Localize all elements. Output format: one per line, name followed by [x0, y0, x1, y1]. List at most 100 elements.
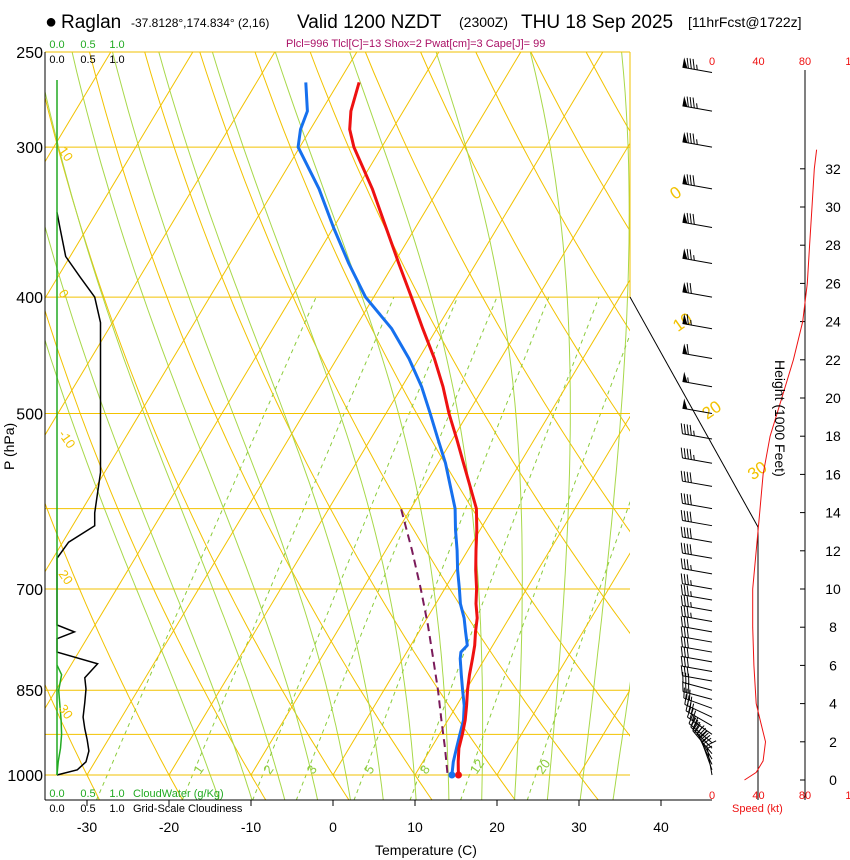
wind-barb-full — [689, 494, 692, 505]
wind-barb-full — [680, 636, 683, 647]
pressure-tick-label: 250 — [16, 45, 43, 62]
wind-barb — [682, 212, 713, 228]
wind-barb-full — [689, 133, 692, 144]
isotherm-label: 0 — [666, 183, 685, 204]
x-axis-title: Temperature (C) — [375, 842, 477, 858]
wind-barb-staff — [682, 605, 713, 612]
moist-adiabat-line — [71, 52, 319, 800]
wind-barb-full — [680, 423, 683, 434]
wind-barb-half — [696, 103, 698, 109]
dry-adiabat-line — [45, 308, 267, 800]
wind-barb — [680, 558, 713, 575]
location-bullet: ● — [45, 11, 57, 33]
cloudwater-label: CloudWater (g/Kg) — [133, 788, 224, 800]
wind-barb-half — [693, 255, 695, 261]
wind-barb — [680, 423, 713, 440]
wind-barb-full — [683, 573, 686, 585]
pressure-tick-label: 700 — [16, 582, 43, 599]
wind-barb-staff — [682, 552, 713, 559]
wind-barb-full — [692, 133, 695, 145]
temperature-tick-label: 30 — [571, 819, 587, 835]
wind-barb — [680, 542, 713, 559]
cloudwater-tick-top: 0.0 — [49, 39, 64, 51]
wind-barb-staff — [682, 665, 713, 672]
wind-barb-flag — [682, 371, 688, 383]
wind-barb-full — [689, 511, 692, 523]
wind-barb-full — [680, 526, 683, 538]
wind-barb-full — [683, 626, 686, 638]
temperature-profile — [348, 81, 479, 776]
wind-barb-full — [692, 175, 695, 186]
wind-barb — [680, 573, 713, 590]
wind-barb-flag — [682, 282, 688, 293]
wind-barb-full — [686, 617, 689, 628]
isotherm-line — [661, 52, 850, 775]
cloudwater-tick-bottom: 0.5 — [80, 788, 95, 800]
wind-barb-staff — [682, 257, 713, 264]
dry-adiabat-line — [793, 31, 850, 801]
wind-barb-full — [686, 585, 689, 596]
wind-barb-full — [683, 665, 686, 677]
wind-barb-half — [690, 580, 692, 586]
wind-barb-full — [688, 713, 694, 724]
moist-adiabat-line — [211, 52, 417, 800]
dry-adiabat-line — [630, 31, 850, 801]
wind-speed-tick-bottom: 80 — [799, 790, 811, 802]
height-tick-label: 6 — [829, 657, 837, 673]
wind-barb-full — [686, 343, 689, 355]
isotherm-label: 20 — [699, 397, 725, 423]
moist-adiabat-line — [529, 52, 571, 800]
wind-barb-full — [680, 584, 683, 595]
moist-adiabat-line — [274, 52, 450, 800]
wind-barb — [680, 470, 713, 487]
height-tick-label: 14 — [825, 505, 841, 521]
wind-speed-tick-bottom: 0 — [709, 790, 715, 802]
wind-barb-full — [702, 737, 712, 745]
temperature-tick-label: -30 — [77, 819, 97, 835]
wind-barb-full — [680, 558, 683, 569]
wind-barb-full — [680, 510, 683, 521]
wind-barb-staff — [682, 583, 713, 590]
height-tick-label: 30 — [825, 199, 841, 215]
wind-barb-staff — [682, 626, 713, 633]
wind-barb — [682, 96, 713, 112]
height-tick-label: 10 — [825, 581, 841, 597]
wind-barb-half — [690, 319, 692, 326]
wind-barb-staff — [683, 697, 713, 709]
wind-barb-full — [680, 605, 683, 617]
wind-barb-full — [689, 544, 692, 555]
mixing-ratio-lines — [95, 296, 630, 800]
mixing-ratio-line — [353, 296, 550, 800]
wind-barb-flag — [682, 96, 688, 107]
wind-barb-half — [707, 745, 713, 749]
wind-barb — [684, 694, 713, 718]
wind-barb-staff — [682, 519, 713, 527]
wind-barb-half — [690, 591, 692, 597]
wind-barb-full — [692, 213, 695, 225]
cloudwater-tick-top: 0.5 — [80, 39, 95, 51]
wind-barb-full — [689, 472, 692, 483]
wind-barb-full — [686, 314, 689, 325]
wind-barb-full — [686, 212, 689, 224]
dry-adiabat-line — [45, 683, 101, 800]
wind-barb — [680, 626, 713, 643]
wind-barb-full — [683, 527, 686, 538]
wind-barb — [680, 584, 713, 601]
wind-barb-staff — [682, 656, 713, 663]
wind-barb-full — [686, 96, 689, 107]
wind-barb-full — [683, 606, 686, 617]
wind-barb-staff — [682, 480, 713, 487]
wind-barb-full — [686, 656, 689, 668]
wind-barb — [682, 282, 713, 298]
cloudiness-tick-bottom: 0.0 — [49, 803, 64, 815]
isotherm-label: 30 — [744, 458, 770, 484]
wind-barb-full — [686, 471, 689, 483]
temperature-tick-label: 10 — [407, 819, 423, 835]
wind-barb-staff — [682, 568, 713, 575]
wind-barb — [682, 371, 713, 388]
wind-barb-full — [686, 493, 689, 505]
wind-barb — [682, 672, 713, 691]
temperature-tick-label: 0 — [329, 819, 337, 835]
wind-barb — [680, 616, 713, 633]
